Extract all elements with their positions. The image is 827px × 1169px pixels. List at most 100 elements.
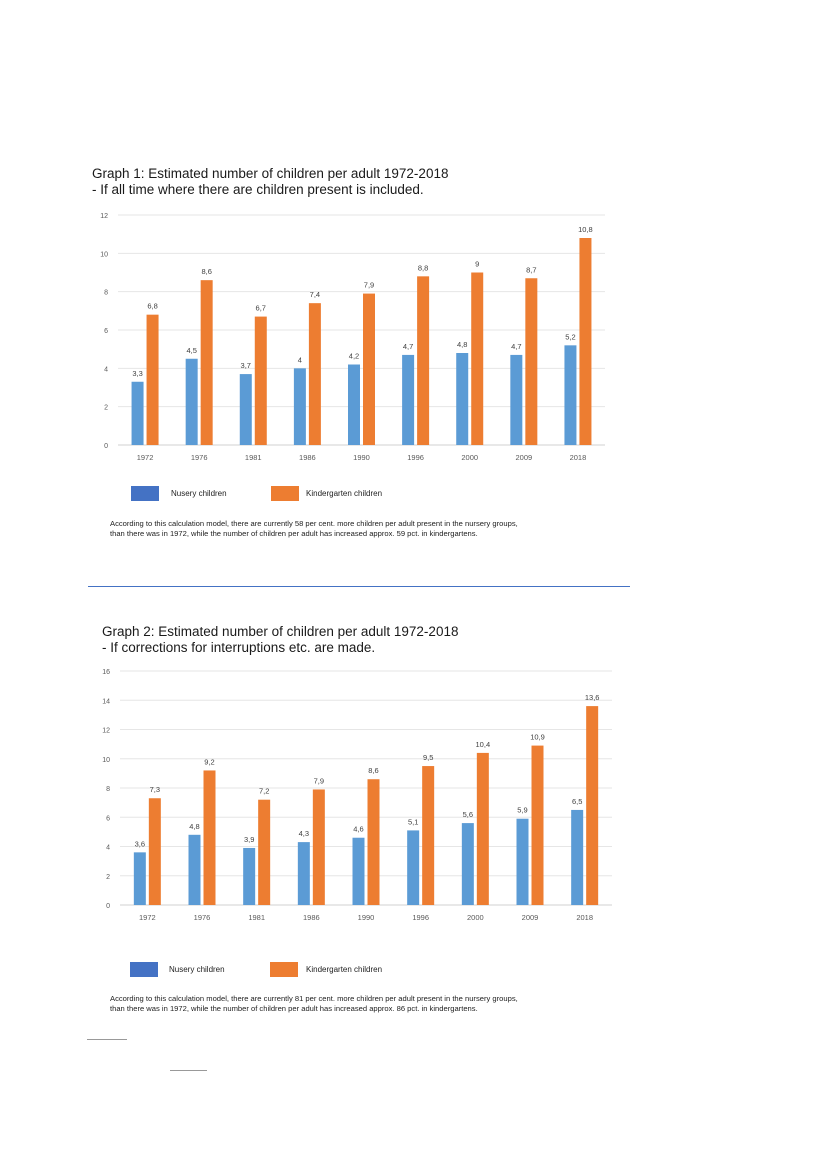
nursery-data-label: 4,3 <box>299 829 309 838</box>
y-tick-label: 12 <box>100 213 108 220</box>
kindergarten-bar <box>476 752 489 905</box>
graph1-bar-chart: 0 2 4 6 8 10 12 3,3 6,8 1972 4,5 8,6 1976 3,7 6,7 1981 4… <box>100 213 605 462</box>
kindergarten-data-label: 6,8 <box>147 302 157 311</box>
x-tick-label: 2000 <box>461 453 478 462</box>
nursery-bar <box>239 374 252 445</box>
nursery-data-label: 4,8 <box>189 822 199 831</box>
x-tick-label: 1976 <box>194 913 211 922</box>
kindergarten-data-label: 7,3 <box>150 785 160 794</box>
legend-label-nursery: Nusery children <box>171 489 227 498</box>
nursery-data-label: 5,2 <box>565 332 575 341</box>
y-tick-label: 14 <box>102 698 110 705</box>
nursery-data-label: 4,6 <box>353 825 363 834</box>
section-divider <box>88 586 630 587</box>
x-tick-label: 1996 <box>407 453 424 462</box>
y-tick-label: 12 <box>102 728 110 735</box>
nursery-data-label: 5,1 <box>408 817 418 826</box>
footnote-rule-1 <box>87 1039 127 1040</box>
kindergarten-bar <box>312 789 325 905</box>
legend-label-kindergarten: Kindergarten children <box>306 489 383 498</box>
y-tick-label: 4 <box>104 366 108 373</box>
graph1-title: Graph 1: Estimated number of children pe… <box>92 166 449 181</box>
kindergarten-bar <box>586 706 599 905</box>
graph2-note: According to this calculation model, the… <box>110 994 518 1014</box>
legend-swatch-kindergarten <box>271 486 299 501</box>
nursery-data-label: 3,6 <box>135 839 145 848</box>
legend-swatch-nursery <box>130 962 158 977</box>
y-tick-label: 8 <box>106 786 110 793</box>
nursery-data-label: 3,3 <box>132 369 142 378</box>
nursery-bar <box>510 354 523 445</box>
kindergarten-data-label: 9,2 <box>204 757 214 766</box>
graph2-title-block: Graph 2: Estimated number of children pe… <box>102 624 458 656</box>
nursery-bar <box>133 852 146 905</box>
graph1-note-line2: than there was in 1972, while the number… <box>110 529 478 538</box>
kindergarten-bar <box>200 280 213 445</box>
y-tick-label: 6 <box>106 815 110 822</box>
nursery-data-label: 4,8 <box>457 340 467 349</box>
x-tick-label: 1996 <box>412 913 429 922</box>
graph2-title: Graph 2: Estimated number of children pe… <box>102 624 459 639</box>
y-tick-label: 16 <box>102 669 110 676</box>
legend-swatch-kindergarten <box>270 962 298 977</box>
nursery-bar <box>456 353 469 445</box>
x-tick-label: 2000 <box>467 913 484 922</box>
kindergarten-data-label: 8,6 <box>201 267 211 276</box>
nursery-bar <box>348 364 360 445</box>
kindergarten-data-label: 10,4 <box>476 740 491 749</box>
y-tick-label: 10 <box>102 757 110 764</box>
nursery-bar <box>564 345 577 445</box>
graph1-title-block: Graph 1: Estimated number of children pe… <box>92 166 448 198</box>
x-tick-label: 1981 <box>245 453 262 462</box>
y-tick-label: 10 <box>100 251 108 258</box>
kindergarten-data-label: 9 <box>475 260 479 269</box>
kindergarten-bar <box>254 316 267 445</box>
kindergarten-bar <box>258 799 271 905</box>
nursery-bar <box>188 834 201 905</box>
kindergarten-bar <box>146 314 159 445</box>
footnote-rule-2 <box>170 1070 207 1071</box>
x-tick-label: 1976 <box>191 453 208 462</box>
graph1-subtitle: - If all time where there are children p… <box>92 182 424 197</box>
kindergarten-bar <box>422 766 435 905</box>
legend-label-nursery: Nusery children <box>169 965 225 974</box>
kindergarten-data-label: 6,7 <box>256 304 266 313</box>
y-tick-label: 6 <box>104 328 108 335</box>
x-tick-label: 1990 <box>358 913 375 922</box>
graph2-subtitle: - If corrections for interruptions etc. … <box>102 640 376 655</box>
nursery-bar <box>185 358 198 445</box>
nursery-bar <box>297 842 310 905</box>
kindergarten-data-label: 9,5 <box>423 753 433 762</box>
legend-label-kindergarten: Kindergarten children <box>306 965 383 974</box>
y-tick-label: 8 <box>104 290 108 297</box>
kindergarten-data-label: 10,9 <box>530 733 545 742</box>
nursery-bar <box>571 809 584 905</box>
y-tick-label: 4 <box>106 845 110 852</box>
nursery-data-label: 6,5 <box>572 797 582 806</box>
nursery-data-label: 5,6 <box>463 810 473 819</box>
nursery-data-label: 4,5 <box>186 346 196 355</box>
graph2-note-line2: than there was in 1972, while the number… <box>110 1004 478 1013</box>
x-tick-label: 1981 <box>248 913 265 922</box>
y-tick-label: 2 <box>104 405 108 412</box>
kindergarten-bar <box>579 238 592 445</box>
kindergarten-bar <box>417 276 430 445</box>
x-tick-label: 2009 <box>515 453 532 462</box>
graph1-note: According to this calculation model, the… <box>110 519 518 539</box>
kindergarten-bar <box>363 293 375 445</box>
nursery-data-label: 4,7 <box>403 342 413 351</box>
kindergarten-bar <box>525 278 538 445</box>
kindergarten-bar <box>203 770 216 905</box>
graph1-note-line1: According to this calculation model, the… <box>110 519 518 528</box>
graph2-bar-chart: 0 2 4 6 8 10 12 14 16 3,6 7,3 1972 4,8 9,2 1976 3,9 7,2 1… <box>102 669 612 922</box>
nursery-data-label: 4 <box>298 355 302 364</box>
x-tick-label: 2009 <box>522 913 539 922</box>
kindergarten-data-label: 7,2 <box>259 787 269 796</box>
kindergarten-data-label: 7,4 <box>310 290 320 299</box>
nursery-data-label: 3,9 <box>244 835 254 844</box>
nursery-bar <box>402 354 415 445</box>
kindergarten-data-label: 7,9 <box>314 776 324 785</box>
x-tick-label: 2018 <box>570 453 587 462</box>
nursery-bar <box>461 823 474 905</box>
x-tick-label: 1972 <box>137 453 154 462</box>
